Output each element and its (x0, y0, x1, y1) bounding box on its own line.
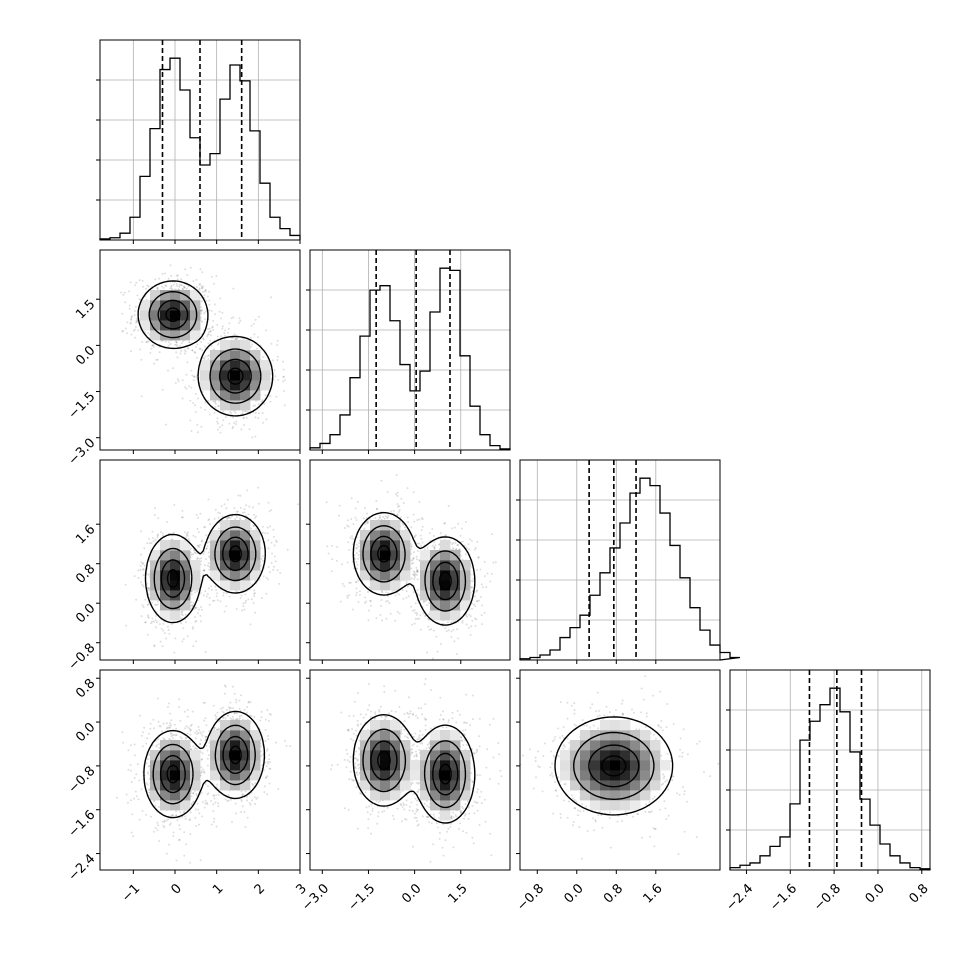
contour-level-1 (153, 526, 257, 610)
y-tick-label: 0.8 (73, 562, 98, 587)
y-tick-label: 0.8 (73, 676, 98, 701)
y-tick-label: 0.0 (73, 720, 98, 745)
y-tick-label: −0.8 (66, 641, 99, 674)
density-panel-1-0 (96, 249, 301, 454)
contour-level-0 (137, 280, 274, 417)
scatter-points (115, 684, 292, 864)
contour-level-1 (152, 724, 256, 805)
contour-level-1 (148, 291, 262, 404)
x-tick-label: 1 (210, 881, 226, 897)
hist-panel-3 (726, 669, 931, 871)
x-tick-label: 0.0 (399, 881, 424, 906)
contour-level-0 (554, 716, 674, 816)
contour-level-3 (601, 755, 627, 777)
contour-level-1 (573, 731, 655, 800)
density-panel-2-1 (306, 459, 511, 664)
x-tick-label: 0.0 (561, 881, 586, 906)
histogram-step-1 (309, 267, 511, 450)
contour-level-2 (370, 740, 459, 796)
panel-frame (309, 249, 511, 451)
x-tick-label: 0 (168, 881, 184, 897)
histogram-step-3 (729, 687, 931, 870)
x-tick-label: 2 (252, 881, 268, 897)
x-tick-label: −2.4 (723, 881, 756, 914)
contour-level-3 (166, 545, 242, 589)
y-tick-label: 0.0 (73, 601, 98, 626)
panel-frame (309, 459, 511, 661)
panel-frame (309, 669, 511, 871)
x-tick-label: 1.6 (640, 881, 665, 906)
x-tick-label: −1.6 (767, 881, 800, 914)
scatter-points (325, 474, 497, 660)
hist-panel-0 (96, 39, 301, 241)
density-panel-2-0 (96, 459, 301, 664)
x-tick-label: −1.5 (345, 881, 378, 914)
y-tick-label: −3.0 (66, 436, 99, 469)
y-tick-label: −1.5 (66, 389, 99, 422)
hist-panel-2 (516, 459, 741, 661)
panel-frame (519, 669, 721, 871)
hist-panel-1 (306, 249, 511, 451)
y-tick-label: 0.0 (73, 343, 98, 368)
y-tick-label: −1.6 (66, 808, 99, 841)
x-tick-label: 1.5 (445, 881, 470, 906)
panel-frame (99, 459, 301, 661)
histogram-step-2 (519, 477, 741, 661)
y-tick-label: 1.5 (73, 297, 98, 322)
panel-frame (729, 669, 931, 871)
y-tick-label: −2.4 (66, 851, 99, 884)
contour-level-2 (159, 735, 249, 794)
panel-frame (519, 459, 721, 661)
panel-frame (99, 669, 301, 871)
x-tick-label: −0.8 (514, 881, 547, 914)
x-tick-label: 0.8 (906, 881, 931, 906)
density-panel-3-2 (516, 669, 721, 874)
contour-level-0 (352, 511, 476, 626)
contour-level-2 (160, 536, 249, 598)
panel-frame (99, 39, 301, 241)
x-tick-label: −1 (119, 881, 143, 905)
contour-level-0 (143, 710, 266, 819)
x-tick-label: 0.8 (601, 881, 626, 906)
contour-level-3 (166, 745, 242, 784)
contour-level-3 (377, 750, 452, 785)
contour-level-2 (157, 299, 252, 394)
y-tick-label: 1.6 (73, 522, 98, 547)
contour-level-3 (377, 544, 452, 591)
histogram-step-0 (99, 57, 301, 240)
contour-level-1 (362, 728, 467, 809)
contour-level-2 (370, 535, 459, 601)
contour-level-0 (352, 714, 476, 824)
contour-level-2 (588, 744, 640, 788)
contour-level-1 (362, 525, 467, 612)
panel-frame (99, 249, 301, 451)
contour-level-0 (144, 513, 266, 624)
y-tick-label: −0.8 (66, 764, 99, 797)
density-panel-3-1 (306, 669, 511, 874)
density-panel-3-0 (96, 669, 301, 874)
x-tick-label: 0.0 (863, 881, 888, 906)
contour-level-3 (165, 307, 244, 385)
x-tick-label: −0.8 (811, 881, 844, 914)
